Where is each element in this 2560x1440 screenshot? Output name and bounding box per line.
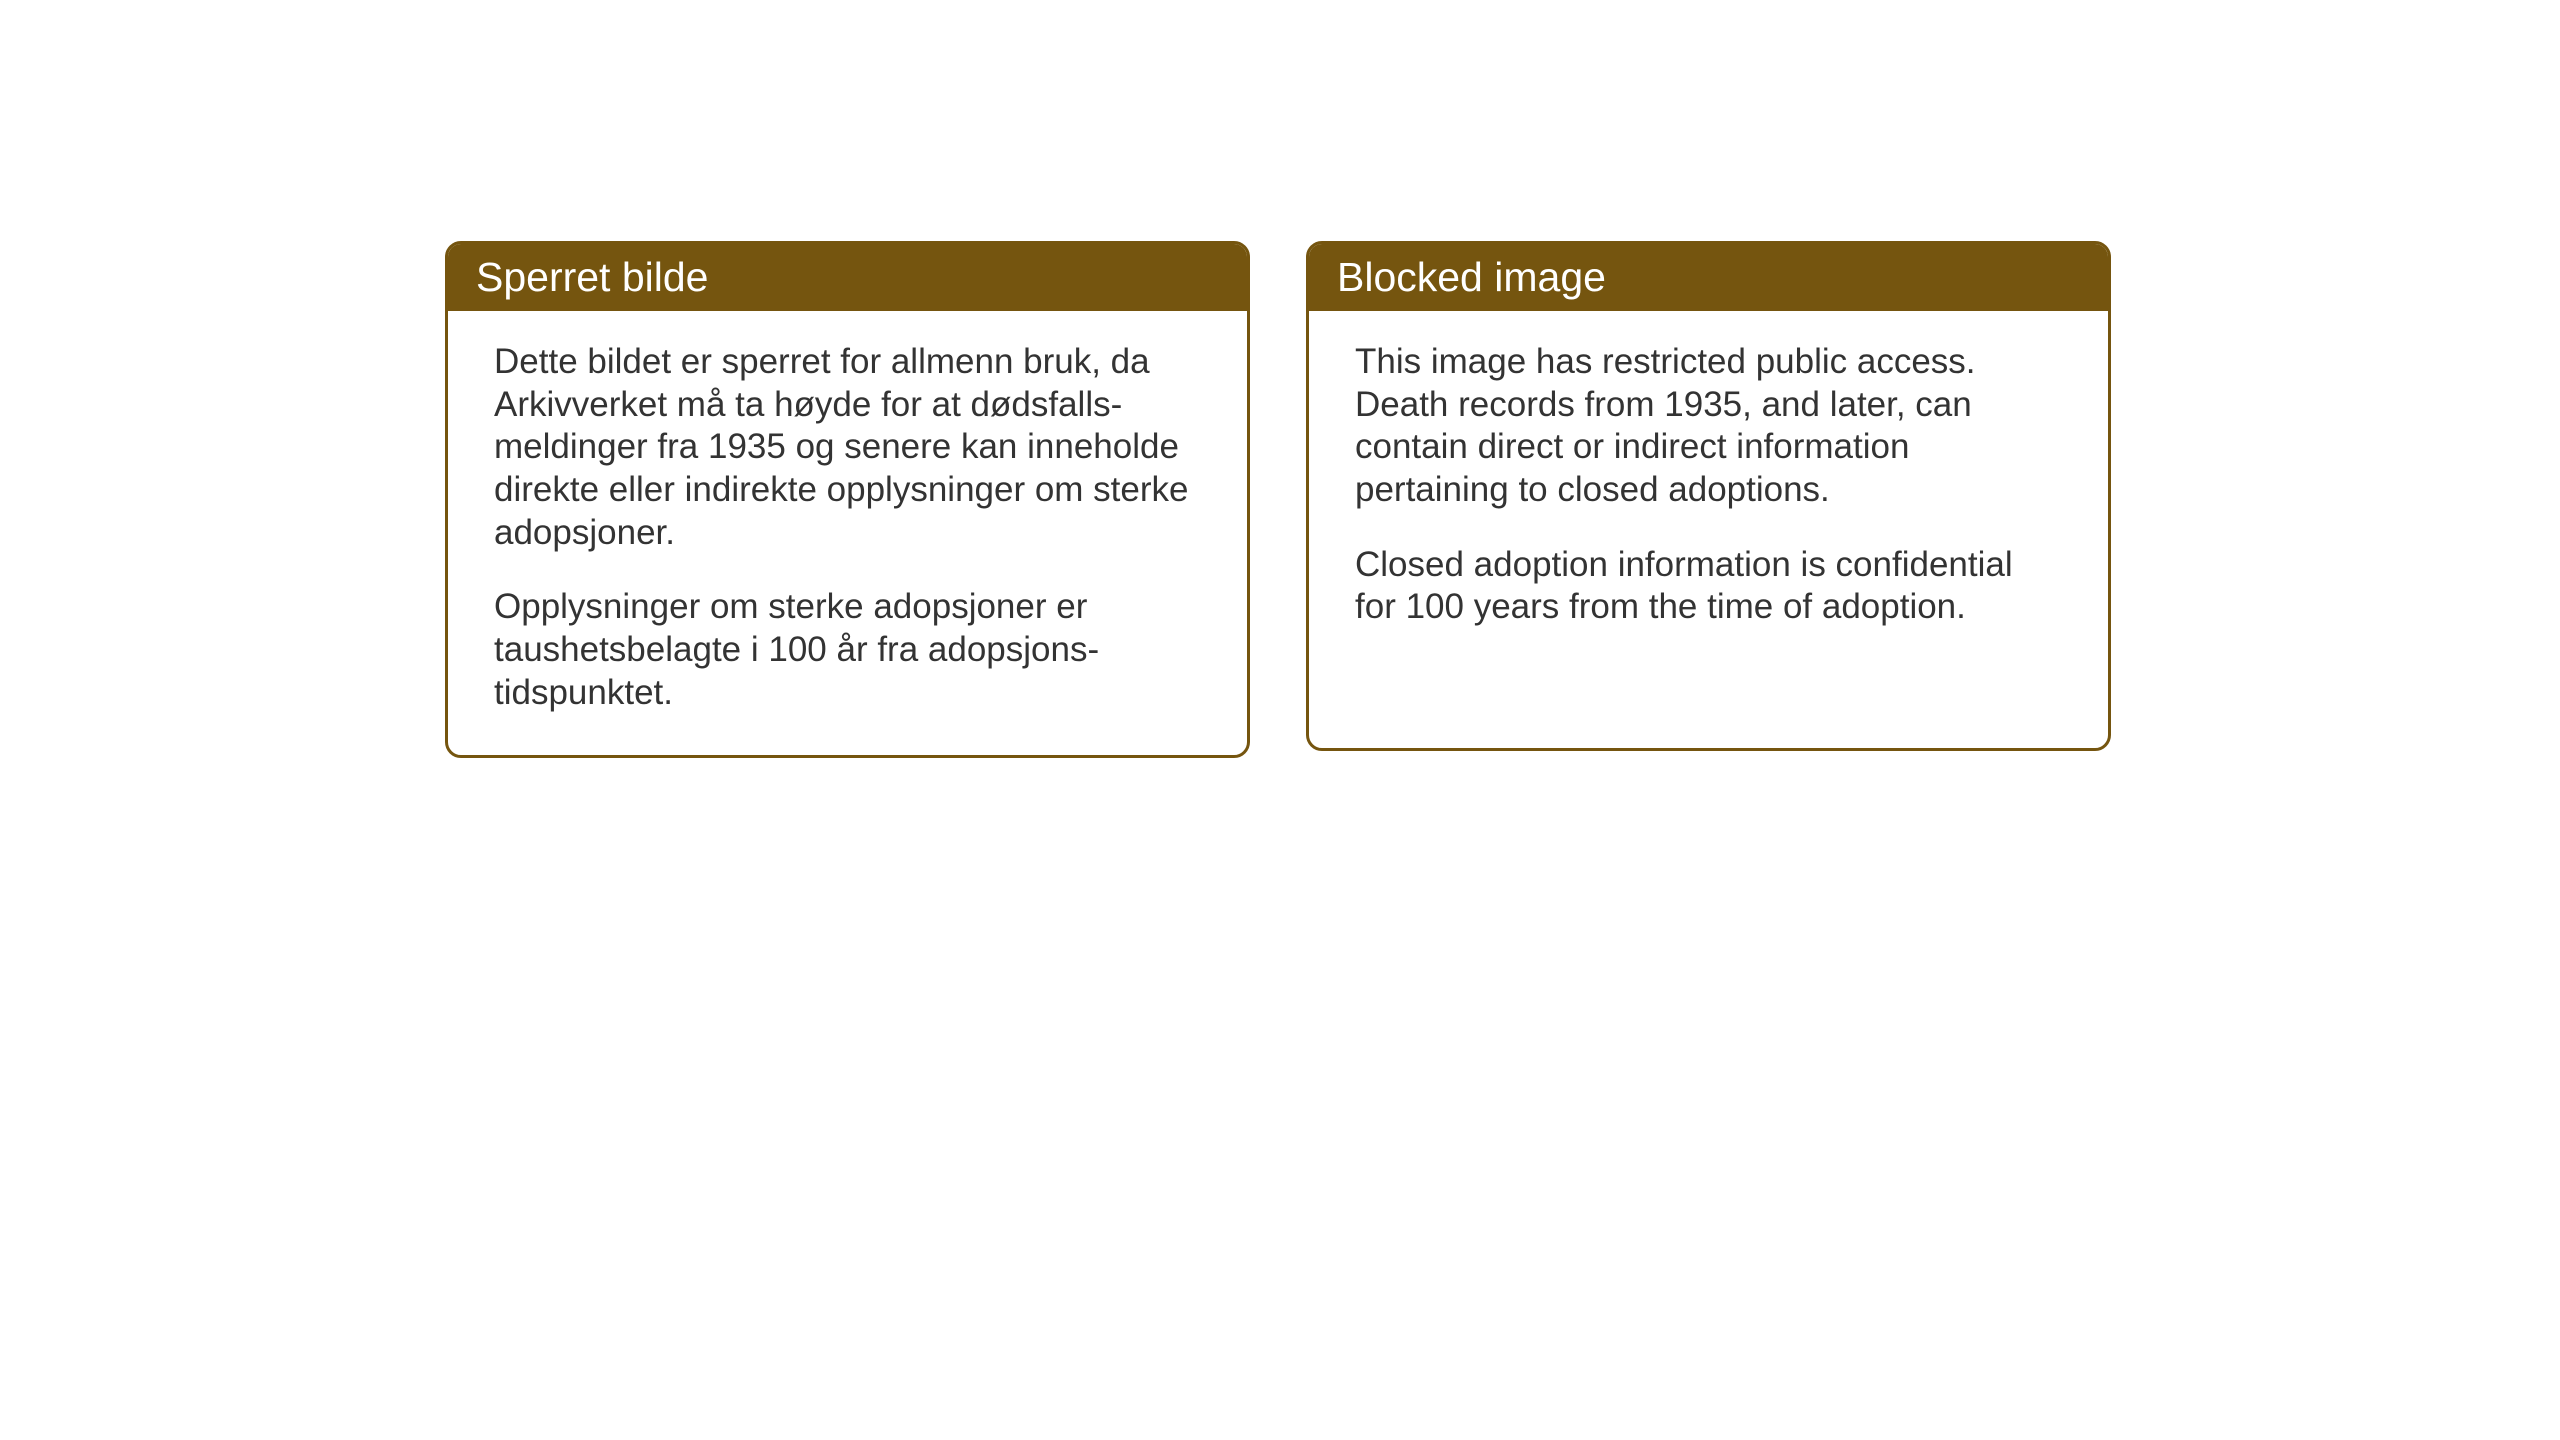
card-title-english: Blocked image xyxy=(1337,254,1606,300)
card-body-norwegian: Dette bildet er sperret for allmenn bruk… xyxy=(448,311,1247,755)
card-text-english-2: Closed adoption information is confident… xyxy=(1355,544,2062,629)
notice-card-english: Blocked image This image has restricted … xyxy=(1306,241,2111,751)
card-body-english: This image has restricted public access.… xyxy=(1309,311,2108,669)
notice-card-norwegian: Sperret bilde Dette bildet er sperret fo… xyxy=(445,241,1250,758)
card-title-norwegian: Sperret bilde xyxy=(476,254,708,300)
card-text-norwegian-2: Opplysninger om sterke adopsjoner er tau… xyxy=(494,586,1201,714)
card-text-norwegian-1: Dette bildet er sperret for allmenn bruk… xyxy=(494,341,1201,554)
card-header-english: Blocked image xyxy=(1309,244,2108,311)
notice-container: Sperret bilde Dette bildet er sperret fo… xyxy=(445,241,2111,758)
card-text-english-1: This image has restricted public access.… xyxy=(1355,341,2062,512)
card-header-norwegian: Sperret bilde xyxy=(448,244,1247,311)
